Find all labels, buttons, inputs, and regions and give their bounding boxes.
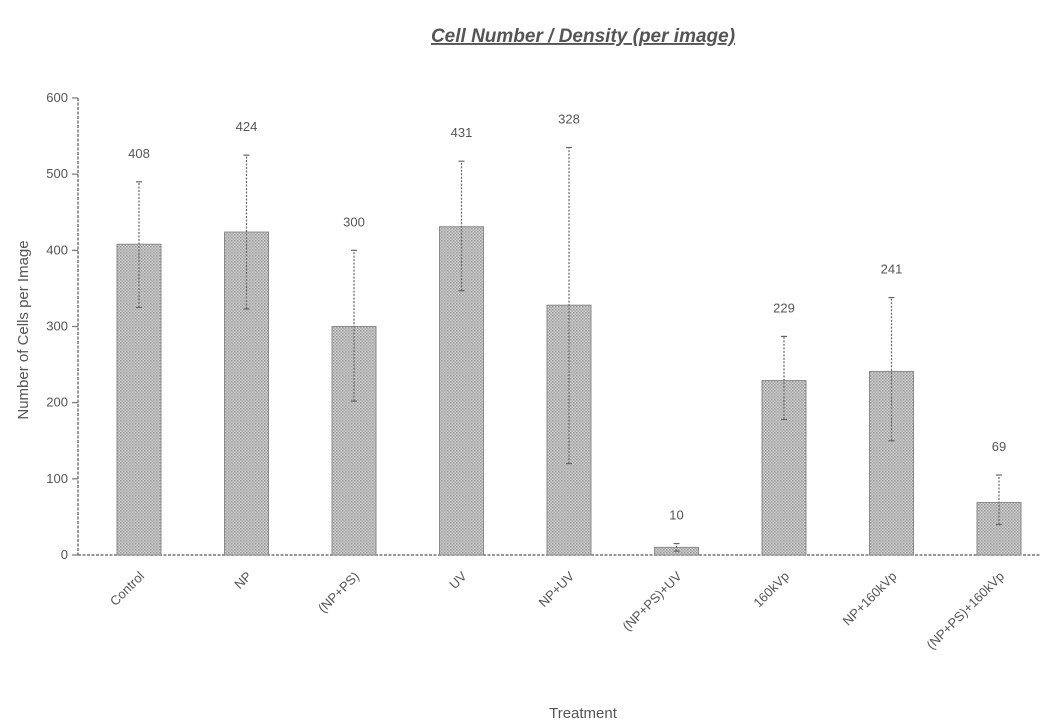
data-label: 229 (773, 300, 795, 315)
data-label: 431 (451, 125, 473, 140)
data-labels: 408 424 300 431 328 10 229 241 69 (128, 112, 1006, 523)
y-tick-label: 400 (46, 242, 68, 257)
x-tick-label: (NP+PS)+UV (619, 568, 684, 633)
bar (224, 231, 269, 556)
data-label: 408 (128, 146, 150, 161)
y-ticks: 0 100 200 300 400 500 600 (46, 90, 78, 562)
error-bars (136, 146, 1002, 552)
data-label: 241 (881, 262, 903, 277)
data-label: 10 (669, 508, 683, 523)
bar (761, 380, 807, 556)
category-labels: Control NP (NP+PS) UV NP+UV (NP+PS)+UV 160kVp N… (107, 568, 1007, 652)
x-tick-label: (NP+PS) (315, 569, 362, 616)
x-tick-label: NP+UV (536, 568, 578, 610)
y-axis-label: Number of Cells per Image (15, 240, 32, 419)
data-label: 300 (343, 214, 365, 229)
x-axis-label: Treatment (549, 705, 618, 722)
bars (116, 226, 1022, 556)
y-tick-label: 600 (46, 90, 68, 105)
x-tick-label: 160kVp (750, 569, 792, 611)
y-tick-label: 300 (46, 319, 68, 334)
y-tick-label: 0 (61, 547, 68, 562)
data-label: 424 (236, 119, 258, 134)
bar (116, 243, 162, 556)
bar (976, 501, 1022, 556)
x-tick-label: UV (446, 568, 470, 592)
y-tick-label: 500 (46, 166, 68, 181)
bar (869, 370, 914, 556)
y-tick-label: 200 (46, 395, 68, 410)
data-label: 69 (992, 439, 1006, 454)
x-tick-label: NP (231, 569, 254, 592)
x-tick-label: (NP+PS)+160kVp (923, 569, 1007, 653)
x-tick-label: Control (107, 568, 147, 608)
chart-title: Cell Number / Density (per image) (431, 26, 735, 47)
bar (439, 226, 484, 556)
y-tick-label: 100 (46, 471, 68, 486)
x-tick-label: NP+160kVp (840, 569, 900, 629)
data-label: 328 (558, 112, 580, 127)
